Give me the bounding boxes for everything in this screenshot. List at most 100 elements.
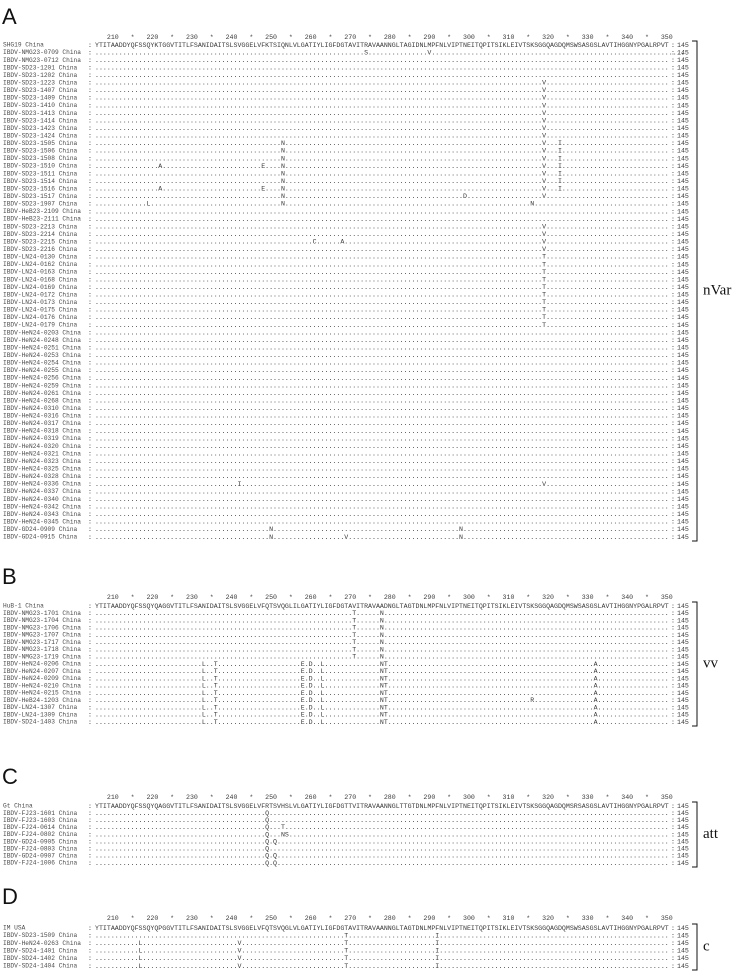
sequence-name: IBDV-HeN24-0254 China: [3, 360, 81, 367]
sequence-length: 145: [677, 940, 689, 947]
sequence: ........................................…: [95, 617, 669, 624]
separator: :: [88, 646, 92, 653]
sequence-length: 145: [677, 140, 689, 147]
sequence: ........................................…: [95, 261, 669, 268]
sequence: ........................................…: [95, 398, 669, 405]
separator: :: [88, 617, 92, 624]
separator: :: [88, 534, 92, 541]
sequence-length: 145: [677, 80, 689, 87]
sequence-name: IBDV-HeN24-0336 China: [3, 481, 81, 488]
sequence: ........................................…: [95, 80, 669, 87]
separator: :: [671, 625, 675, 632]
separator: :: [88, 223, 92, 230]
sequence-name: IBDV-NMG23-0712 China: [3, 57, 81, 64]
separator: :: [88, 322, 92, 329]
sequence-length: 145: [677, 838, 689, 845]
sequence: ........................................…: [95, 932, 669, 939]
sequence-name: IBDV-SD23-1413 China: [3, 110, 78, 117]
sequence: ........................................…: [95, 170, 669, 177]
separator: :: [671, 824, 675, 831]
sequence: ........................................…: [95, 382, 669, 389]
sequence-name: IBDV-LN24-0168 China: [3, 276, 78, 283]
separator: :: [88, 314, 92, 321]
sequence: ...........L........................V...…: [95, 940, 669, 947]
sequence: ........................................…: [95, 610, 669, 617]
sequence: ...........................L..T.........…: [95, 719, 669, 726]
sequence: ...........................L..T.........…: [95, 704, 669, 711]
sequence-length: 145: [677, 193, 689, 200]
sequence: ........................................…: [95, 534, 669, 541]
sequence: ...........................L..T.........…: [95, 712, 669, 719]
sequence-name: IBDV-SD23-1202 China: [3, 72, 78, 79]
sequence: ...........................L..T.........…: [95, 675, 669, 682]
sequence-length: 145: [677, 42, 689, 49]
sequence-length: 145: [677, 719, 689, 726]
sequence: ........................................…: [95, 155, 669, 162]
sequence-length: 145: [677, 345, 689, 352]
sequence-length: 145: [677, 186, 689, 193]
separator: :: [88, 42, 92, 49]
sequence-name: IBDV-SD24-1402 China: [3, 955, 78, 962]
sequence-name: IBDV-LN24-0172 China: [3, 291, 78, 298]
sequence: ...........L........................V...…: [95, 955, 669, 962]
separator: :: [671, 398, 675, 405]
sequence: ........................................…: [95, 87, 669, 94]
sequence-name: IBDV-SD23-1409 China: [3, 95, 78, 102]
separator: :: [671, 435, 675, 442]
sequence-length: 145: [677, 254, 689, 261]
separator: :: [88, 704, 92, 711]
sequence-length: 145: [677, 64, 689, 71]
sequence-length: 145: [677, 690, 689, 697]
sequence-name: IBDV-SD24-1403 China: [3, 719, 78, 726]
sequence: ........................................…: [95, 148, 669, 155]
sequence: ........................................…: [95, 503, 669, 510]
separator: :: [88, 817, 92, 824]
sequence: ........................................…: [95, 435, 669, 442]
sequence-name: IBDV-HeN24-0248 China: [3, 337, 81, 344]
separator: :: [88, 511, 92, 518]
sequence-length: 145: [677, 853, 689, 860]
separator: :: [88, 860, 92, 867]
separator: :: [671, 42, 675, 49]
separator: :: [671, 390, 675, 397]
separator: :: [671, 661, 675, 668]
sequence-length: 145: [677, 367, 689, 374]
sequence-length: 145: [677, 390, 689, 397]
sequence-name: IBDV-LN24-0163 China: [3, 269, 78, 276]
sequence-name: IBDV-LN24-1307 China: [3, 704, 78, 711]
sequence-length: 145: [677, 803, 689, 810]
separator: :: [88, 87, 92, 94]
sequence-length: 145: [677, 503, 689, 510]
separator: :: [671, 519, 675, 526]
sequence-name: IBDV-FJ23-1601 China: [3, 810, 78, 817]
sequence: ........................................…: [95, 329, 669, 336]
sequence-length: 145: [677, 110, 689, 117]
sequence-length: 145: [677, 428, 689, 435]
sequence-name: IBDV-SD23-1511 China: [3, 170, 78, 177]
separator: :: [88, 654, 92, 661]
separator: :: [88, 239, 92, 246]
sequence: ........................................…: [95, 284, 669, 291]
sequence: ........................................…: [95, 646, 669, 653]
separator: :: [88, 231, 92, 238]
separator: :: [671, 668, 675, 675]
group-bracket: [692, 801, 698, 868]
separator: :: [671, 704, 675, 711]
separator: :: [671, 860, 675, 867]
separator: :: [671, 284, 675, 291]
sequence-name: IBDV-HeN24-0268 China: [3, 397, 81, 404]
sequence-name: IBDV-HeN24-0209 China: [3, 675, 81, 682]
separator: :: [88, 178, 92, 185]
sequence: ........................................…: [95, 64, 669, 71]
separator: :: [671, 817, 675, 824]
sequence-name: IBDV-GD24-0907 China: [3, 853, 78, 860]
sequence-name: IBDV-HeN24-0310 China: [3, 405, 81, 412]
sequence-length: 145: [677, 239, 689, 246]
sequence-length: 145: [677, 824, 689, 831]
sequence: ........................................…: [95, 405, 669, 412]
sequence: ........................................…: [95, 231, 669, 238]
separator: :: [88, 345, 92, 352]
sequence-length: 145: [677, 292, 689, 299]
separator: :: [671, 155, 675, 162]
